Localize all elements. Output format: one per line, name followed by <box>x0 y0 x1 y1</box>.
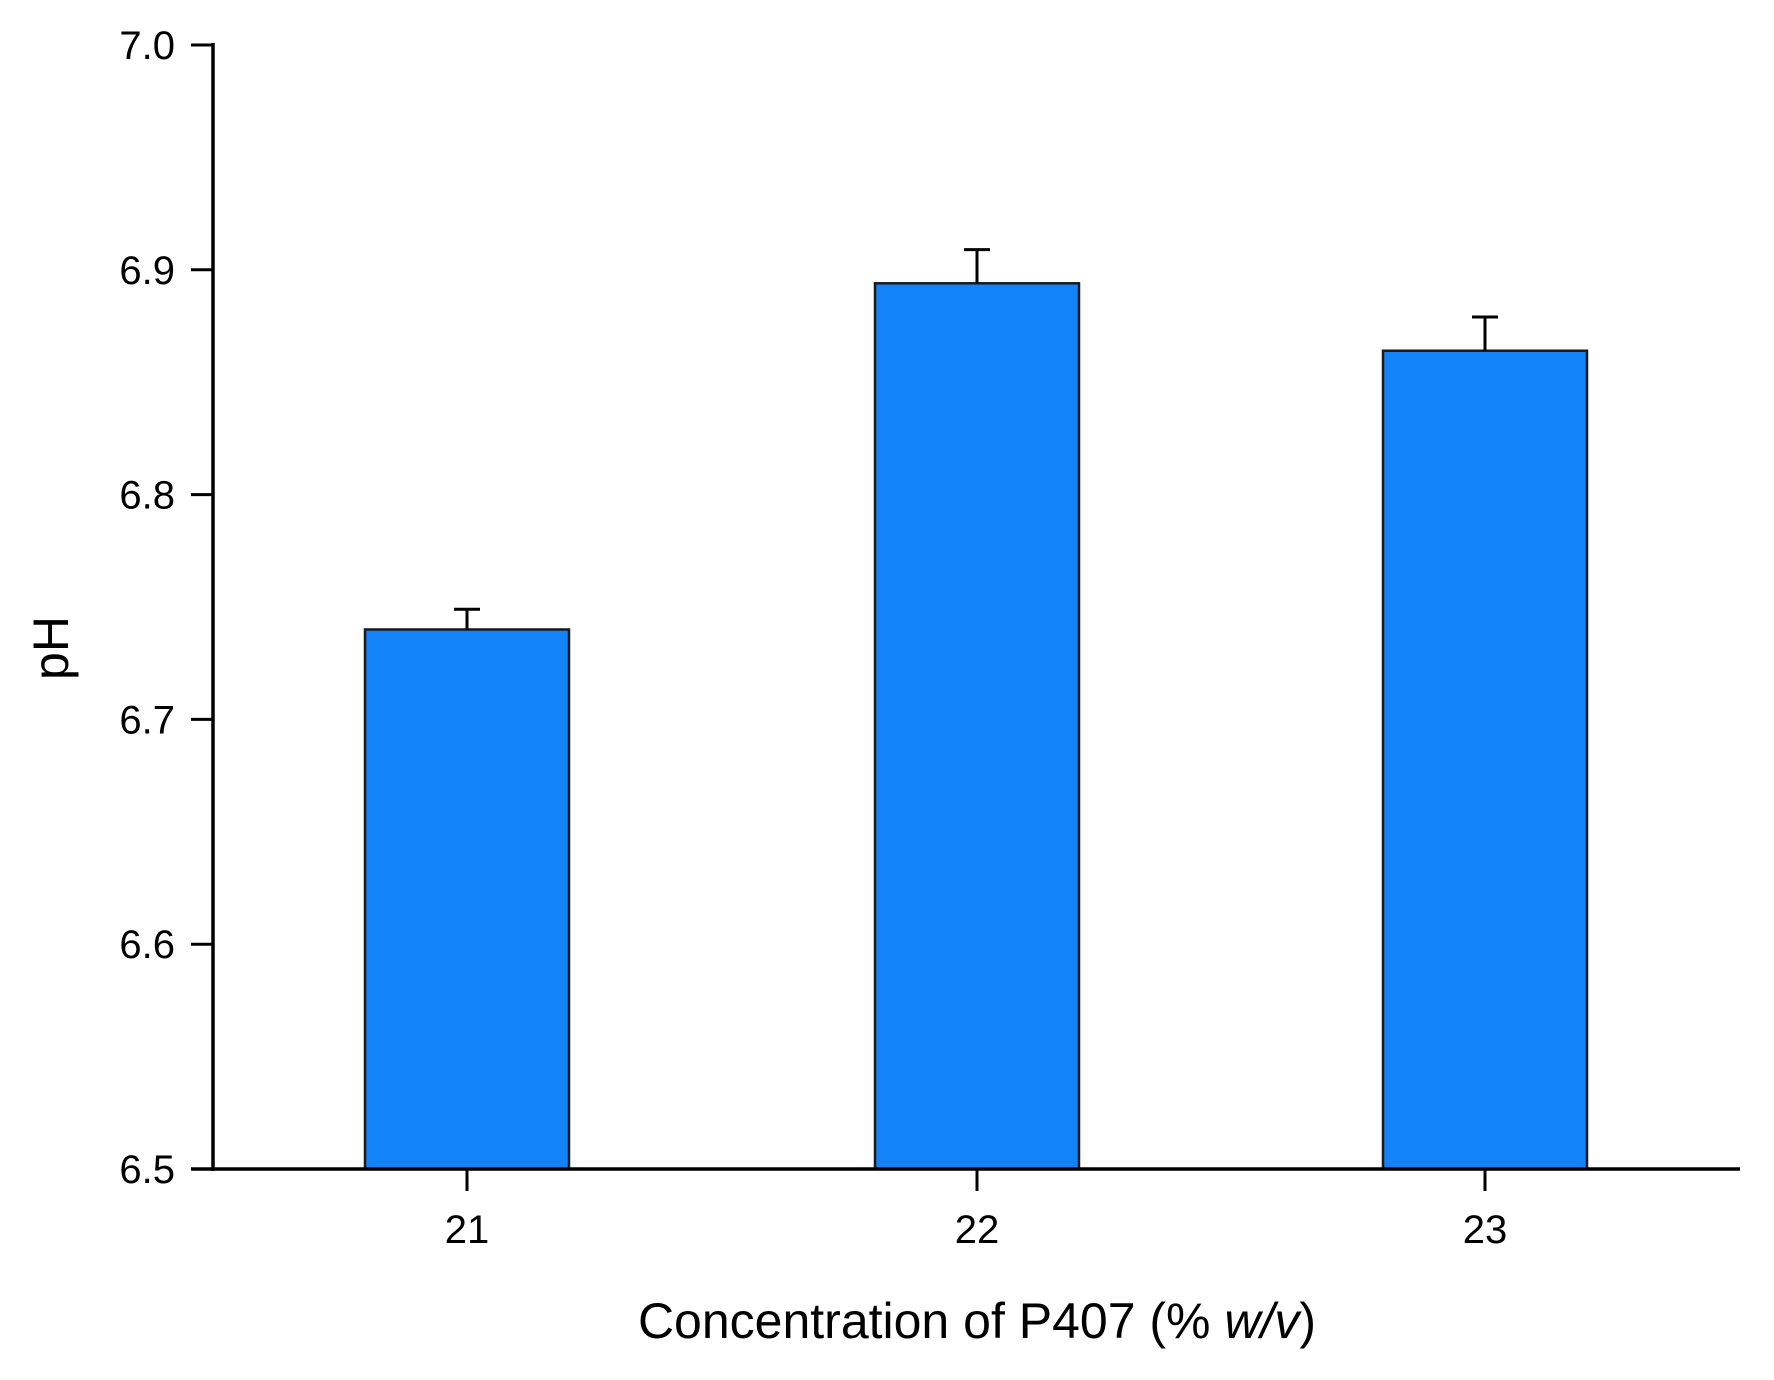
x-axis-title: Concentration of P407 (% w/v) <box>638 1293 1316 1349</box>
y-axis-ticks: 6.5 6.6 6.7 6.8 6.9 7.0 <box>119 24 213 1192</box>
y-tick-label: 6.6 <box>119 923 175 967</box>
error-bars-group <box>454 248 1498 630</box>
y-tick-label: 7.0 <box>119 24 175 68</box>
bar-21 <box>363 628 571 1171</box>
y-tick-label: 6.7 <box>119 698 175 742</box>
x-axis-title-suffix: ) <box>1299 1293 1316 1349</box>
x-tick-label: 23 <box>1463 1208 1508 1252</box>
y-tick-label: 6.8 <box>119 474 175 518</box>
y-axis-title: pH <box>23 616 79 680</box>
y-tick-label: 6.9 <box>119 249 175 293</box>
bar-22 <box>873 282 1081 1171</box>
x-axis-title-italic: w/v <box>1224 1293 1302 1349</box>
x-tick-label: 21 <box>445 1208 490 1252</box>
x-tick-label: 22 <box>955 1208 1000 1252</box>
x-axis-ticks: 21 22 23 <box>445 1169 1508 1252</box>
y-tick-label: 6.5 <box>119 1148 175 1192</box>
bar-23 <box>1381 349 1589 1171</box>
bars-group <box>363 282 1589 1171</box>
x-axis-title-prefix: Concentration of P407 (% <box>638 1293 1224 1349</box>
